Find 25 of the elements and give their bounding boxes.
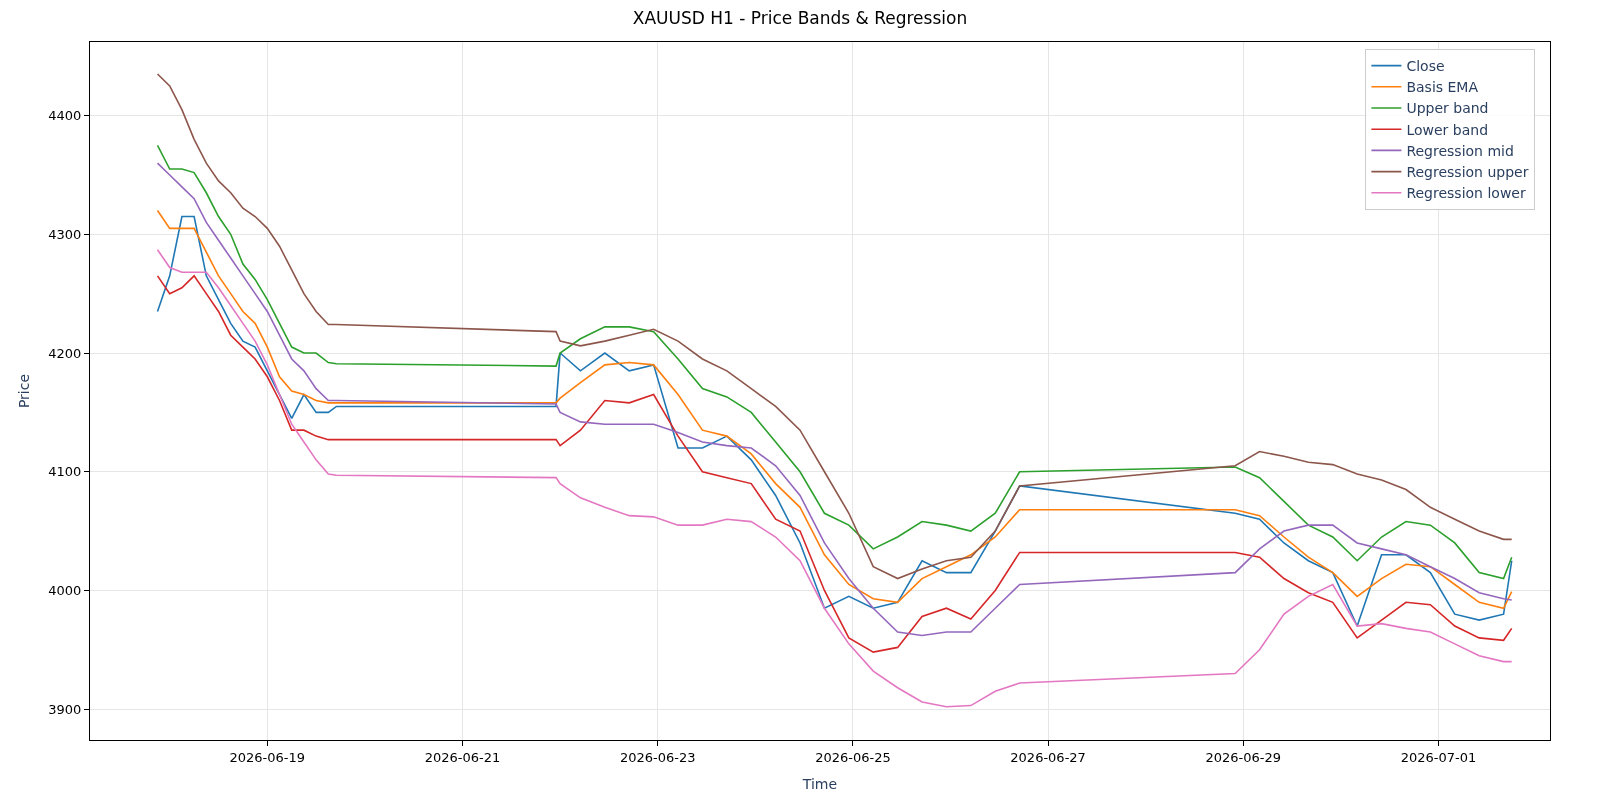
y-tick-label: 4300 [48,226,82,242]
x-tick-label: 2026-07-01 [1400,749,1477,765]
y-tick-label: 3900 [48,701,82,717]
y-tick-label: 4000 [48,582,82,598]
x-tick-label: 2026-06-19 [229,749,306,765]
y-axis-title: Price [15,373,32,409]
chart-title: XAUUSD H1 - Price Bands & Regression [632,7,968,28]
legend-label: Regression mid [1406,142,1514,159]
legend-label: Regression upper [1406,164,1529,181]
legend-label: Upper band [1406,100,1489,117]
legend-label: Lower band [1406,121,1489,138]
legend-label: Basis EMA [1406,79,1479,96]
y-tick-label: 4100 [48,464,82,480]
x-tick-label: 2026-06-27 [1010,749,1086,765]
line-series [156,275,1513,653]
x-tick-label: 2026-06-23 [619,749,696,765]
legend-label: Close [1406,58,1445,75]
y-tick-label: 4400 [48,108,82,124]
x-tick-label: 2026-06-21 [424,749,501,765]
x-axis-title: Time [801,775,838,792]
legend-label: Regression lower [1406,185,1526,202]
y-tick-label: 4200 [48,345,82,361]
x-tick-label: 2026-06-25 [815,749,891,765]
x-tick-label: 2026-06-29 [1205,749,1282,765]
line-series [156,248,1513,708]
